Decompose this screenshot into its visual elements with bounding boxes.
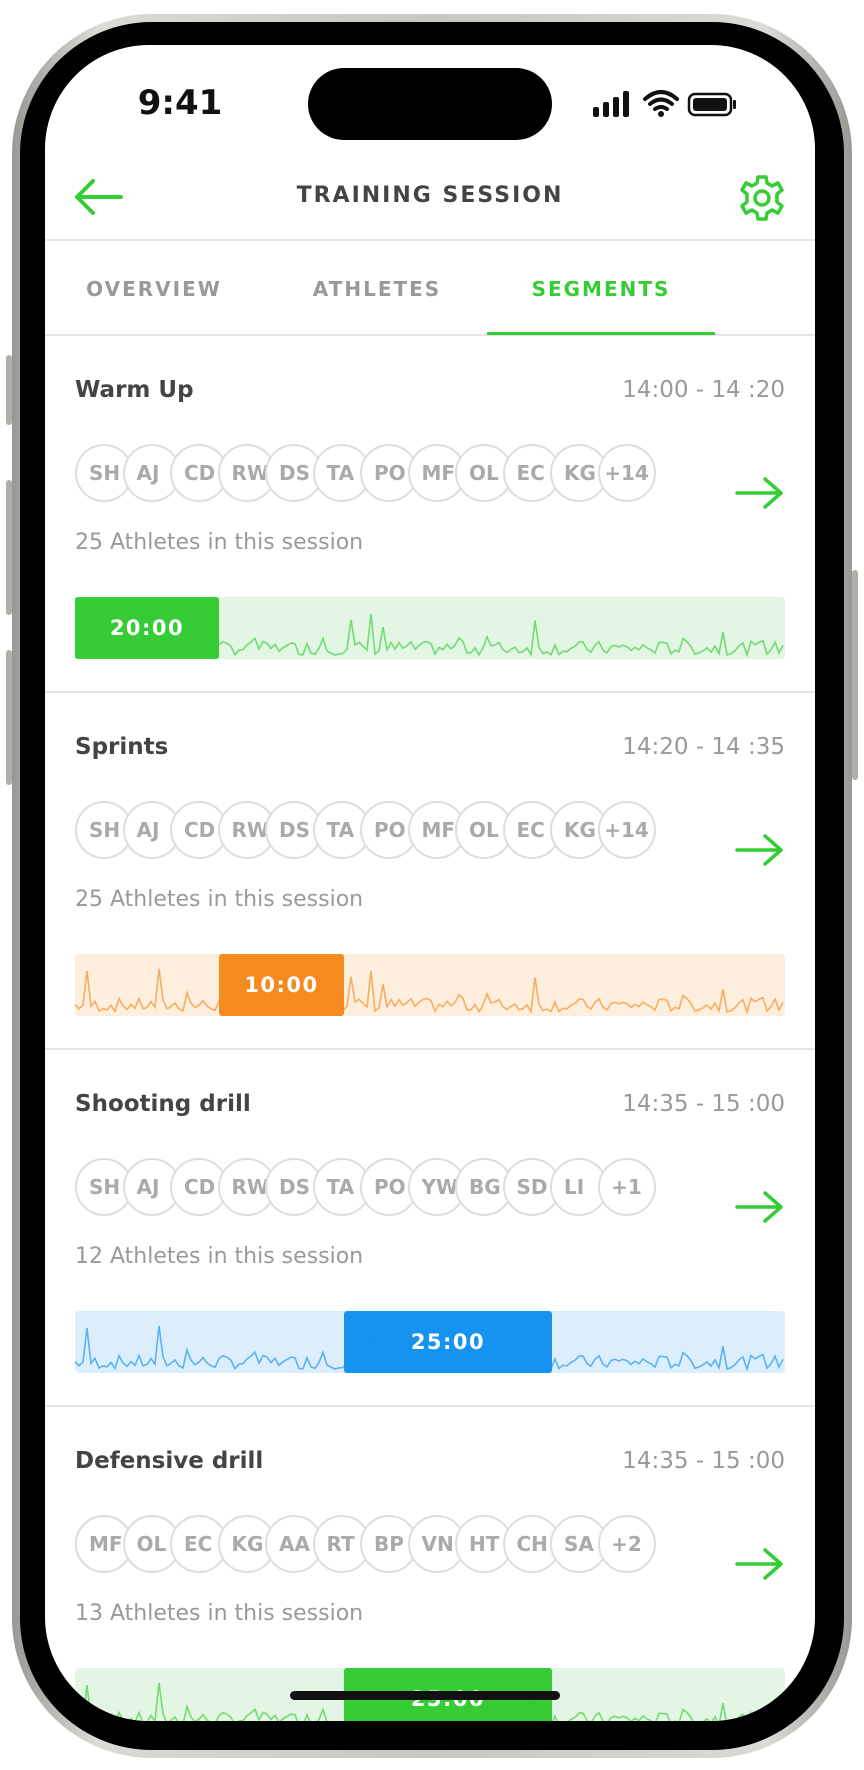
- segment-name[interactable]: Warm Up: [75, 377, 194, 403]
- divider: [45, 691, 815, 693]
- timeline: 20:00: [75, 597, 785, 659]
- segment-time: 14:35 - 15 :00: [622, 1091, 785, 1117]
- status-icons: [593, 90, 736, 117]
- waveform: [75, 968, 784, 1015]
- timeline-bg: [75, 597, 785, 659]
- timeline-bg: [75, 954, 785, 1016]
- status-time: 9:41: [137, 83, 223, 123]
- divider: [45, 1048, 815, 1050]
- home-indicator: [290, 1691, 560, 1700]
- duration: 10:00: [244, 973, 318, 997]
- timeline: 10:00: [75, 954, 785, 1016]
- waveform: [75, 1325, 784, 1372]
- open-segment[interactable]: [735, 830, 787, 870]
- avatar: CD: [170, 801, 228, 859]
- open-segment[interactable]: [735, 473, 787, 513]
- athlete-count: 12 Athletes in this session: [75, 1244, 364, 1269]
- divider: [45, 1405, 815, 1407]
- segment-name[interactable]: Defensive drill: [75, 1448, 264, 1474]
- side-button: [6, 355, 12, 425]
- header-title: TRAINING SESSION: [296, 183, 564, 208]
- segment-name[interactable]: Shooting drill: [75, 1091, 251, 1117]
- avatar: +14: [597, 801, 656, 859]
- side-button: [6, 480, 12, 615]
- tab[interactable]: SEGMENTS: [531, 277, 671, 301]
- segment-time: 14:00 - 14 :20: [622, 377, 785, 403]
- segment-time: 14:35 - 15 :00: [622, 1448, 785, 1474]
- segment-name[interactable]: Sprints: [75, 734, 169, 760]
- avatar: OL: [455, 444, 513, 502]
- arrow: [735, 477, 783, 509]
- open-segment[interactable]: [735, 1544, 787, 1584]
- side-button: [852, 570, 858, 780]
- segment-time: 14:20 - 14 :35: [622, 734, 785, 760]
- avatar: HT: [455, 1515, 513, 1573]
- dynamic-island: [308, 68, 552, 140]
- avatar: PO: [360, 444, 418, 502]
- waveform: [75, 1682, 784, 1721]
- open-segment[interactable]: [735, 1187, 787, 1227]
- timeline: 25:00: [75, 1311, 785, 1373]
- duration: 20:00: [110, 616, 184, 640]
- avatar: +1: [597, 1158, 656, 1216]
- tab-underline: [487, 332, 715, 335]
- athlete-count: 13 Athletes in this session: [75, 1601, 364, 1626]
- settings-button[interactable]: [737, 173, 787, 223]
- tab[interactable]: ATHLETES: [312, 277, 442, 301]
- athlete-count: 25 Athletes in this session: [75, 887, 364, 912]
- waveform: [75, 611, 784, 658]
- arrow: [735, 834, 783, 866]
- divider: [45, 334, 815, 336]
- arrow: [735, 1548, 783, 1580]
- avatar: KG: [550, 444, 608, 502]
- avatar: +2: [597, 1515, 656, 1573]
- screen: 9:41 TRAINING SESSION OVERVIEW ATHLETES SE…: [45, 45, 815, 1721]
- timeline-highlight: [75, 597, 219, 659]
- back-button[interactable]: [73, 177, 125, 217]
- arrow: [735, 1191, 783, 1223]
- tab[interactable]: OVERVIEW: [86, 277, 222, 301]
- athlete-count: 25 Athletes in this session: [75, 530, 364, 555]
- avatar: BP: [360, 1515, 418, 1573]
- duration: 25:00: [411, 1330, 485, 1354]
- avatar: +14: [597, 444, 656, 502]
- divider: [45, 239, 815, 241]
- side-button: [6, 650, 12, 785]
